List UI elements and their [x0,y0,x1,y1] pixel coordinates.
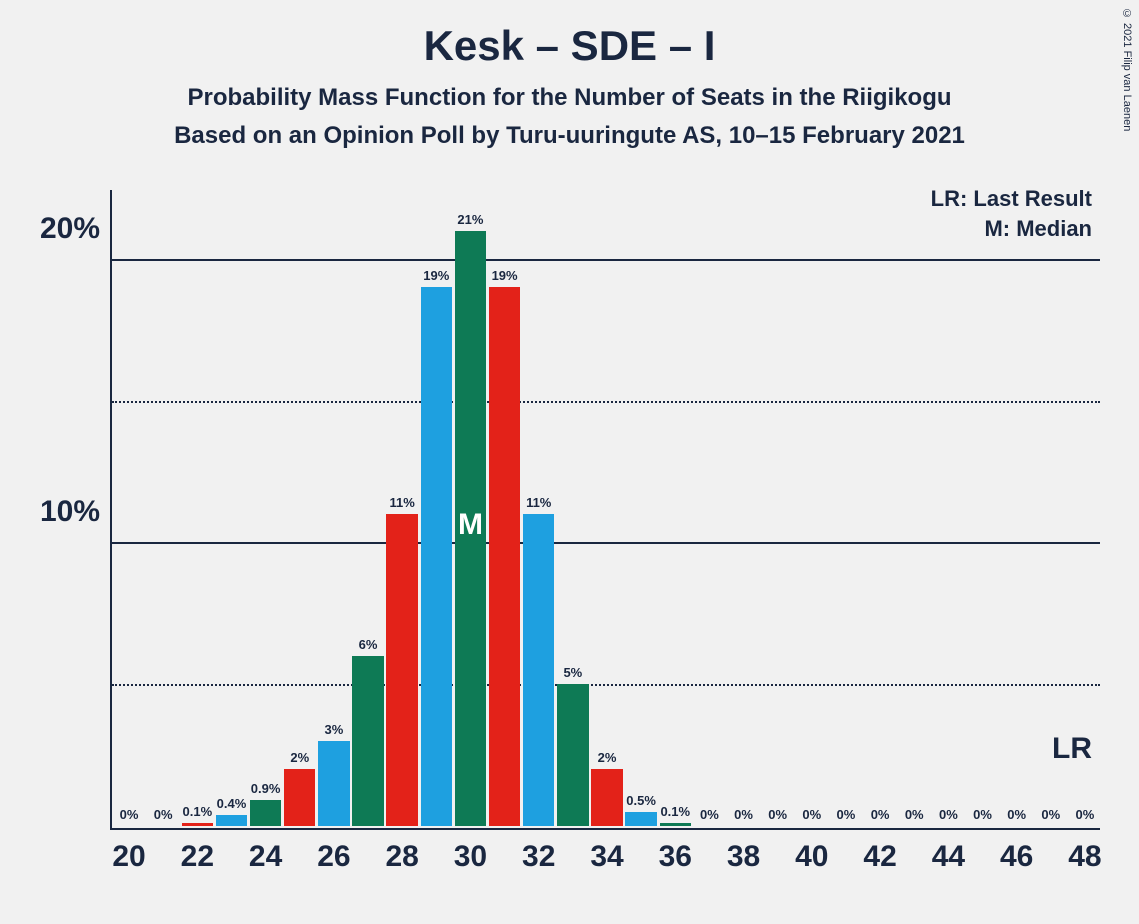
x-tick-label: 22 [181,840,214,874]
plot-area: LR: Last Result M: Median 0%0%0.1%0.4%0.… [110,190,1100,830]
x-tick-label: 32 [522,840,555,874]
bar [216,815,247,826]
y-tick-label: 20% [20,212,100,246]
x-tick-label: 34 [590,840,623,874]
copyright-text: © 2021 Filip van Laenen [1121,8,1133,131]
chart-area: LR: Last Result M: Median 0%0%0.1%0.4%0.… [110,190,1100,830]
bar-value-label: 11% [509,495,569,510]
x-tick-label: 20 [112,840,145,874]
bar-value-label: 5% [543,665,603,680]
lr-axis-label: LR [1052,732,1092,766]
bar [182,823,213,826]
bar [660,823,691,826]
median-marker: M [458,508,483,542]
bar [352,656,383,826]
x-tick-label: 30 [454,840,487,874]
chart-subline: Based on an Opinion Poll by Turu-uuringu… [0,122,1139,150]
x-tick-label: 28 [385,840,418,874]
bar [421,287,452,826]
x-tick-label: 38 [727,840,760,874]
x-tick-label: 24 [249,840,282,874]
bar [318,741,349,826]
bar-value-label: 19% [475,268,535,283]
x-tick-label: 26 [317,840,350,874]
bar-value-label: 0% [1055,807,1115,822]
chart-subtitle: Probability Mass Function for the Number… [0,84,1139,112]
y-tick-label: 10% [20,495,100,529]
x-tick-label: 36 [659,840,692,874]
x-tick-label: 40 [795,840,828,874]
x-tick-label: 48 [1068,840,1101,874]
bar [284,769,315,826]
bars-container: 0%0%0.1%0.4%0.9%2%3%6%11%19%21%19%11%5%2… [112,188,1100,826]
bar-value-label: 2% [577,750,637,765]
bar [250,800,281,826]
x-tick-label: 44 [932,840,965,874]
bar [386,514,417,826]
bar-value-label: 21% [440,212,500,227]
x-tick-label: 42 [863,840,896,874]
chart-title: Kesk – SDE – I [0,0,1139,70]
x-tick-label: 46 [1000,840,1033,874]
bar [489,287,520,826]
